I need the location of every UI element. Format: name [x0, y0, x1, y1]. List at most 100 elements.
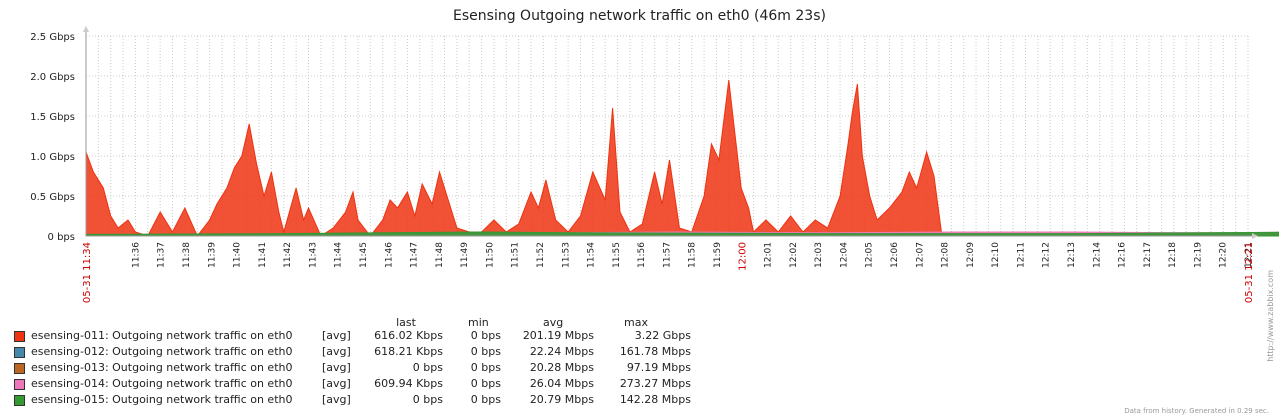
x-tick-label: 11:44: [334, 242, 344, 268]
series-area-1: [85, 79, 952, 237]
legend-series-name: esensing-012: Outgoing network traffic o…: [31, 345, 293, 358]
x-tick-label: 11:38: [182, 242, 192, 268]
legend-row: esensing-012: Outgoing network traffic o…: [14, 344, 714, 359]
legend-header-last: last: [396, 316, 416, 329]
x-tick-label: 11:36: [131, 242, 141, 268]
legend-avg: 26.04 Mbps: [529, 377, 594, 390]
x-tick-label: 11:37: [157, 242, 167, 268]
x-end-label: 05-31 12:21: [1244, 242, 1255, 303]
legend-row: esensing-011: Outgoing network traffic o…: [14, 328, 714, 343]
legend-func: [avg]: [322, 345, 351, 358]
legend-swatch: [14, 347, 25, 358]
x-tick-label: 11:43: [308, 242, 318, 268]
x-tick-label: 12:16: [1118, 242, 1128, 268]
legend-func: [avg]: [322, 329, 351, 342]
x-tick-label: 11:57: [662, 242, 672, 268]
legend-row: esensing-013: Outgoing network traffic o…: [14, 360, 714, 375]
x-start-label: 05-31 11:34: [82, 242, 93, 303]
legend-header-min: min: [468, 316, 489, 329]
x-tick-label: 12:08: [941, 242, 951, 268]
y-tick-label: 0 bps: [48, 232, 75, 243]
x-tick-label: 12:07: [915, 242, 925, 268]
legend-min: 0 bps: [470, 393, 501, 406]
legend-last: 616.02 Kbps: [374, 329, 443, 342]
x-tick-label: 12:17: [1143, 242, 1153, 268]
x-tick-label: 12:18: [1168, 242, 1178, 268]
legend-swatch: [14, 363, 25, 374]
legend-series-name: esensing-013: Outgoing network traffic o…: [31, 361, 293, 374]
x-tick-label: 11:46: [384, 242, 394, 268]
y-tick-label: 0.5 Gbps: [30, 192, 75, 203]
x-tick-label: 12:09: [966, 242, 976, 268]
x-tick-label: 11:56: [637, 242, 647, 268]
legend-series-name: esensing-011: Outgoing network traffic o…: [31, 329, 293, 342]
x-tick-label: 11:55: [612, 242, 622, 268]
x-tick-label: 12:01: [764, 242, 774, 268]
x-tick-label: 11:41: [258, 242, 268, 268]
legend-max: 273.27 Mbps: [619, 377, 691, 390]
x-tick-label: 12:14: [1092, 242, 1102, 268]
y-tick-label: 2.5 Gbps: [30, 32, 75, 43]
legend-min: 0 bps: [470, 377, 501, 390]
legend-last: 609.94 Kbps: [374, 377, 443, 390]
legend-last: 0 bps: [412, 393, 443, 406]
x-tick-label: 12:03: [814, 242, 824, 268]
x-tick-label: 12:21: [1244, 242, 1254, 268]
x-tick-label: 11:52: [536, 242, 546, 268]
x-tick-label: 12:00: [737, 242, 748, 271]
x-tick-label: 11:54: [587, 242, 597, 268]
x-tick-label: 11:42: [283, 242, 293, 268]
x-tick-label: 11:59: [713, 242, 723, 268]
x-tick-label: 11:51: [511, 242, 521, 268]
legend-last: 618.21 Kbps: [374, 345, 443, 358]
x-tick-label: 11:47: [410, 242, 420, 268]
x-tick-label: 11:58: [688, 242, 698, 268]
legend-swatch: [14, 395, 25, 406]
x-tick-label: 12:06: [890, 242, 900, 268]
y-tick-label: 1.5 Gbps: [30, 112, 75, 123]
x-tick-label: 12:19: [1193, 242, 1203, 268]
legend-avg: 20.79 Mbps: [529, 393, 594, 406]
x-tick-label: 12:05: [865, 242, 875, 268]
x-tick-label: 12:20: [1219, 242, 1229, 268]
y-tick-label: 2.0 Gbps: [30, 72, 75, 83]
legend-func: [avg]: [322, 393, 351, 406]
legend-min: 0 bps: [470, 361, 501, 374]
legend-avg: 22.24 Mbps: [529, 345, 594, 358]
x-tick-label: 11:50: [485, 242, 495, 268]
legend-max: 3.22 Gbps: [634, 329, 691, 342]
y-axis-arrow: [83, 26, 89, 32]
legend-min: 0 bps: [470, 345, 501, 358]
legend-series-name: esensing-014: Outgoing network traffic o…: [31, 377, 293, 390]
legend-max: 161.78 Mbps: [619, 345, 691, 358]
legend-swatch: [14, 331, 25, 342]
legend-last: 0 bps: [412, 361, 443, 374]
traffic-chart: 0 bps 0.5 Gbps 1.0 Gbps 1.5 Gbps 2.0 Gbps 2.5…: [30, 26, 1279, 303]
x-tick-label: 12:12: [1042, 242, 1052, 268]
x-tick-label: 11:48: [435, 242, 445, 268]
x-tick-label: 11:49: [460, 242, 470, 268]
x-tick-label: 12:04: [839, 242, 849, 268]
x-axis-arrow: [1252, 233, 1258, 239]
series-area-5: [85, 231, 1279, 237]
side-note: http://www.zabbix.com: [1266, 270, 1275, 362]
legend-row: esensing-015: Outgoing network traffic o…: [14, 392, 714, 407]
legend-swatch: [14, 379, 25, 390]
y-tick-label: 1.0 Gbps: [30, 152, 75, 163]
legend-func: [avg]: [322, 361, 351, 374]
legend-func: [avg]: [322, 377, 351, 390]
x-tick-label: 12:10: [991, 242, 1001, 268]
x-tick-label: 11:39: [207, 242, 217, 268]
legend-series-name: esensing-015: Outgoing network traffic o…: [31, 393, 293, 406]
x-tick-label: 11:40: [233, 242, 243, 268]
x-tick-label: 11:53: [561, 242, 571, 268]
legend-row: esensing-014: Outgoing network traffic o…: [14, 376, 714, 391]
legend-max: 97.19 Mbps: [626, 361, 691, 374]
legend-min: 0 bps: [470, 329, 501, 342]
footer-note: Data from history. Generated in 0.29 sec…: [1124, 407, 1269, 415]
legend-header-max: max: [624, 316, 648, 329]
legend-avg: 20.28 Mbps: [529, 361, 594, 374]
x-tick-label: 12:11: [1016, 242, 1026, 268]
x-tick-label: 12:02: [789, 242, 799, 268]
legend-max: 142.28 Mbps: [619, 393, 691, 406]
